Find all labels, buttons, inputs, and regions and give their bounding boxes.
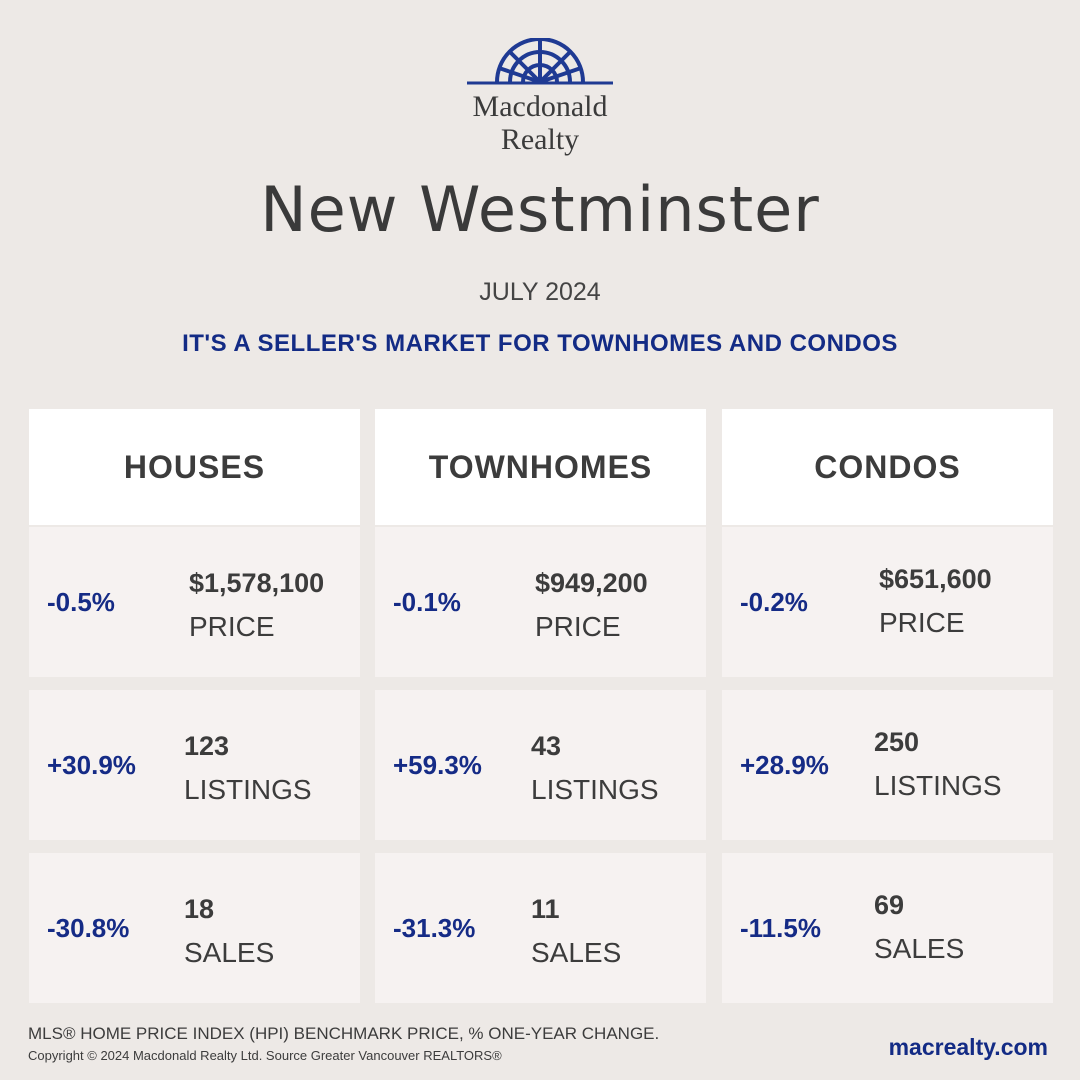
stat-card-price: -0.1% $949,200 PRICE — [375, 527, 706, 677]
page-title: New Westminster — [260, 173, 820, 246]
stat-card-listings: +59.3% 43 LISTINGS — [375, 690, 706, 840]
stat-card-price: -0.5% $1,578,100 PRICE — [29, 527, 360, 677]
stat-value: 18 — [184, 894, 215, 924]
stat-label: PRICE — [189, 611, 275, 642]
stat-label: LISTINGS — [874, 770, 1002, 801]
stat-value: 69 — [874, 890, 905, 920]
stat-value: 123 — [184, 731, 230, 761]
stat-value: 250 — [874, 727, 920, 757]
footnote: MLS® HOME PRICE INDEX (HPI) BENCHMARK PR… — [28, 1024, 660, 1043]
stat-label: LISTINGS — [531, 774, 659, 805]
stat-label: SALES — [874, 933, 965, 964]
column-heading: TOWNHOMES — [375, 409, 706, 525]
stat-value: 11 — [531, 894, 560, 924]
stat-label: PRICE — [879, 607, 965, 638]
stat-change: +30.9% — [47, 749, 136, 780]
report-date: JULY 2024 — [479, 278, 601, 306]
stat-change: +28.9% — [740, 749, 829, 780]
stat-change: -0.2% — [740, 586, 808, 617]
stat-card-sales: -11.5% 69 SALES — [722, 853, 1053, 1003]
copyright-text: Copyright © 2024 Macdonald Realty Ltd. S… — [28, 1048, 502, 1063]
stat-label: LISTINGS — [184, 774, 312, 805]
stat-label: SALES — [531, 937, 622, 968]
stat-change: -0.5% — [47, 586, 115, 617]
stat-value: $1,578,100 — [189, 568, 325, 598]
stat-change: -11.5% — [740, 912, 821, 943]
stat-change: -0.1% — [393, 586, 461, 617]
stat-card-sales: -30.8% 18 SALES — [29, 853, 360, 1003]
stat-value: 43 — [531, 731, 562, 761]
stat-value: $949,200 — [535, 568, 648, 598]
stat-change: +59.3% — [393, 749, 482, 780]
brand-logo: Macdonald Realty — [460, 38, 620, 166]
stat-value: $651,600 — [879, 564, 992, 594]
stat-change: -30.8% — [47, 912, 130, 943]
stat-card-sales: -31.3% 11 SALES — [375, 853, 706, 1003]
column-heading: HOUSES — [29, 409, 360, 525]
stat-card-listings: +30.9% 123 LISTINGS — [29, 690, 360, 840]
stat-label: SALES — [184, 937, 275, 968]
market-tagline: IT'S A SELLER'S MARKET FOR TOWNHOMES AND… — [182, 330, 898, 357]
website-link[interactable]: macrealty.com — [888, 1034, 1048, 1060]
column-heading: CONDOS — [722, 409, 1053, 525]
stat-card-price: -0.2% $651,600 PRICE — [722, 527, 1053, 677]
brand-name-line2: Realty — [500, 123, 580, 156]
sunburst-arch-icon — [467, 38, 613, 85]
brand-name-line1: Macdonald — [472, 90, 608, 123]
stat-card-listings: +28.9% 250 LISTINGS — [722, 690, 1053, 840]
stat-change: -31.3% — [393, 912, 476, 943]
stat-label: PRICE — [535, 611, 621, 642]
